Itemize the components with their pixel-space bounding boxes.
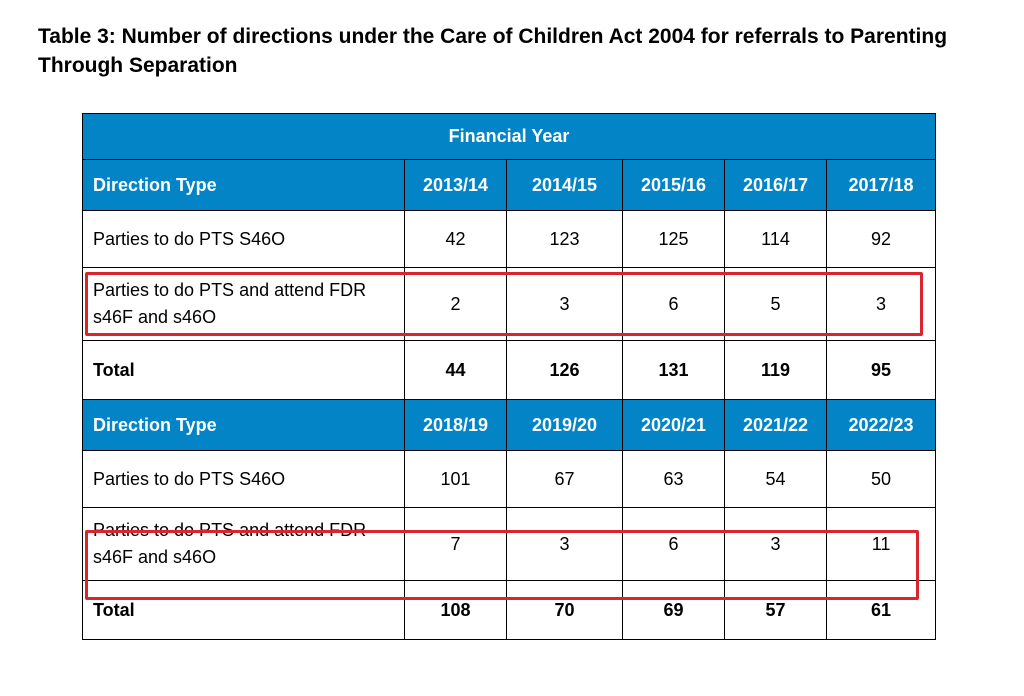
total-cell: 44 [404, 340, 507, 400]
table-cell: 123 [506, 210, 623, 268]
table-cell: 5 [724, 267, 827, 341]
table-title: Table 3: Number of directions under the … [38, 25, 948, 77]
table-cell: 3 [825, 267, 937, 341]
table-row: Parties to do PTS S46O 42 123 125 114 92 [82, 210, 937, 268]
table-row: Parties to do PTS S46O 101 67 63 54 50 [82, 450, 937, 508]
total-label: Total [82, 340, 405, 400]
direction-type-header: Direction Type [82, 399, 405, 451]
year-header: 2019/20 [506, 399, 623, 451]
table-row-highlighted: Parties to do PTS and attend FDR s46F an… [82, 267, 937, 341]
table-cell: 2 [404, 267, 507, 341]
directions-table: Financial Year Direction Type 2013/14 20… [81, 113, 937, 640]
total-label: Total [82, 580, 405, 640]
table-cell: 92 [825, 210, 937, 268]
table-cell: 63 [622, 450, 725, 508]
table-cell: 3 [506, 267, 623, 341]
year-header: 2016/17 [724, 159, 827, 211]
total-cell: 126 [506, 340, 623, 400]
direction-type-header: Direction Type [82, 159, 405, 211]
table-cell: 3 [506, 507, 623, 581]
table-cell: 101 [404, 450, 507, 508]
total-cell: 70 [506, 580, 623, 640]
total-cell: 108 [404, 580, 507, 640]
total-cell: 95 [825, 340, 937, 400]
year-header: 2018/19 [404, 399, 507, 451]
table-cell: 67 [506, 450, 623, 508]
total-cell: 57 [724, 580, 827, 640]
total-cell: 61 [825, 580, 937, 640]
table-cell: 125 [622, 210, 725, 268]
table-cell: 54 [724, 450, 827, 508]
table-cell: 3 [724, 507, 827, 581]
total-cell: 131 [622, 340, 725, 400]
year-header: 2021/22 [724, 399, 827, 451]
total-row: Total 108 70 69 57 61 [82, 580, 937, 640]
table-cell: 6 [622, 267, 725, 341]
year-header: 2020/21 [622, 399, 725, 451]
year-header: 2022/23 [825, 399, 937, 451]
year-header: 2013/14 [404, 159, 507, 211]
table-row-highlighted: Parties to do PTS and attend FDR s46F an… [82, 507, 937, 581]
total-cell: 69 [622, 580, 725, 640]
table-cell: 114 [724, 210, 827, 268]
row-label: Parties to do PTS and attend FDR s46F an… [82, 507, 405, 581]
row-label: Parties to do PTS S46O [82, 450, 405, 508]
direction-type-header-row: Direction Type 2018/19 2019/20 2020/21 2… [82, 399, 937, 451]
year-header: 2014/15 [506, 159, 623, 211]
year-header: 2017/18 [825, 159, 937, 211]
total-cell: 119 [724, 340, 827, 400]
direction-type-header-row: Direction Type 2013/14 2014/15 2015/16 2… [82, 159, 937, 211]
financial-year-header: Financial Year [81, 113, 937, 160]
financial-year-header-row: Financial Year [81, 113, 937, 160]
year-header: 2015/16 [622, 159, 725, 211]
total-row: Total 44 126 131 119 95 [82, 340, 937, 400]
table-cell: 6 [622, 507, 725, 581]
table-cell: 50 [825, 450, 937, 508]
table-cell: 7 [404, 507, 507, 581]
row-label: Parties to do PTS and attend FDR s46F an… [82, 267, 405, 341]
table-cell: 42 [404, 210, 507, 268]
row-label: Parties to do PTS S46O [82, 210, 405, 268]
table-cell: 11 [825, 507, 937, 581]
